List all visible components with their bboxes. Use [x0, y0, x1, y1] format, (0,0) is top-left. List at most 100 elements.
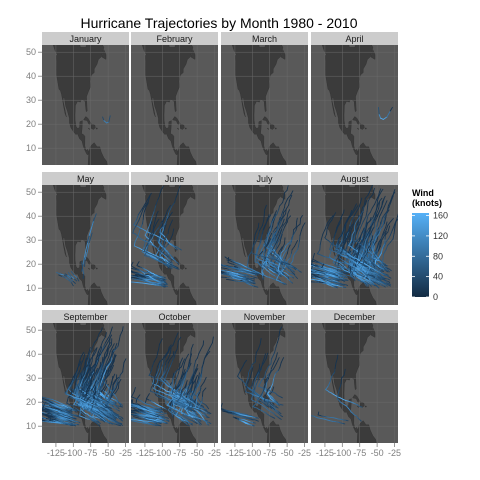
track-segment	[371, 254, 375, 261]
track-segment	[174, 266, 179, 269]
track-segment	[350, 252, 355, 257]
track-segment	[265, 237, 267, 243]
track-segment	[364, 281, 368, 284]
track-segment	[364, 200, 367, 205]
track-segment	[255, 272, 260, 275]
track-segment	[284, 221, 288, 228]
track-segment	[300, 215, 303, 219]
land-north-america	[141, 45, 194, 155]
track-segment	[86, 242, 90, 253]
track-segment	[385, 221, 388, 228]
track-segment	[93, 213, 97, 222]
track-segment	[290, 249, 293, 254]
track-segment	[358, 264, 363, 268]
track-segment	[362, 232, 365, 238]
track-segment	[379, 236, 383, 242]
track-segment	[332, 279, 336, 282]
track-segment	[326, 218, 331, 225]
track-segment	[35, 413, 37, 414]
track-segment	[74, 383, 76, 389]
track-segment	[223, 271, 227, 274]
track-segment	[280, 233, 283, 241]
track-segment	[58, 274, 62, 277]
track-segment	[296, 223, 301, 227]
land-north-america	[231, 185, 284, 295]
land-island	[184, 267, 187, 270]
track-segment	[381, 197, 385, 205]
track-segment	[238, 274, 243, 276]
track-segment	[363, 259, 367, 264]
track-segment	[373, 273, 377, 277]
track-segment	[279, 220, 282, 226]
track-segment	[142, 228, 146, 231]
track-segment	[353, 234, 356, 239]
track-segment	[119, 403, 122, 407]
track-segment	[169, 219, 173, 227]
track-segment	[395, 218, 398, 222]
track-segment	[267, 238, 272, 245]
track-segment	[158, 237, 161, 244]
track-segment	[149, 243, 153, 246]
track-segment	[379, 271, 384, 275]
facet-label-april: April	[345, 34, 363, 44]
track-segment	[159, 189, 162, 194]
track-segment	[363, 272, 368, 279]
track-segment	[122, 365, 124, 373]
track-segment	[234, 276, 239, 279]
track-segment	[368, 231, 371, 238]
track-segment	[96, 367, 98, 372]
land-island	[364, 127, 367, 130]
track-segment	[68, 380, 73, 386]
track-segment	[370, 219, 374, 225]
track-segment	[116, 377, 121, 383]
track-segment	[94, 397, 98, 400]
track-segment	[157, 195, 160, 200]
track-segment	[143, 240, 146, 248]
track-segment	[330, 249, 335, 252]
track-segment	[75, 380, 77, 385]
track-segment	[31, 410, 33, 411]
track-segment	[290, 273, 295, 275]
track-segment	[365, 268, 369, 271]
track-segment	[111, 326, 113, 331]
track-segment	[247, 255, 250, 263]
track-segment	[59, 402, 63, 405]
track-segment	[292, 229, 297, 236]
track-segment	[357, 269, 362, 272]
track-segment	[338, 285, 344, 288]
track-segment	[364, 195, 369, 199]
track-segment	[360, 232, 363, 237]
track-segment	[393, 189, 396, 193]
facet-label-may: May	[77, 174, 95, 184]
track-segment	[86, 234, 90, 244]
track-segment	[342, 250, 346, 253]
track-segment	[139, 223, 143, 231]
track-segment	[255, 238, 258, 243]
track-segment	[273, 234, 276, 242]
track-segment	[274, 266, 277, 270]
track-segment	[279, 268, 284, 275]
track-segment	[374, 260, 377, 266]
track-segment	[315, 270, 319, 273]
track-segment	[70, 270, 75, 276]
track-segment	[297, 240, 300, 248]
track-segment	[293, 266, 297, 269]
track-segment	[360, 252, 364, 259]
track-segment	[384, 238, 386, 245]
track-segment	[270, 226, 274, 231]
track-segment	[244, 277, 249, 280]
track-segment	[352, 260, 356, 267]
track-segment	[374, 250, 377, 256]
track-segment	[157, 255, 160, 260]
track-segment	[279, 263, 283, 267]
track-segment	[376, 235, 379, 242]
track-segment	[112, 353, 116, 361]
track-segment	[322, 229, 326, 235]
track-segment	[240, 270, 244, 273]
track-segment	[71, 376, 74, 382]
track-segment	[340, 230, 344, 237]
track-segment	[164, 240, 169, 243]
track-segment	[369, 193, 374, 199]
track-segment	[371, 235, 374, 240]
track-segment	[84, 246, 87, 258]
